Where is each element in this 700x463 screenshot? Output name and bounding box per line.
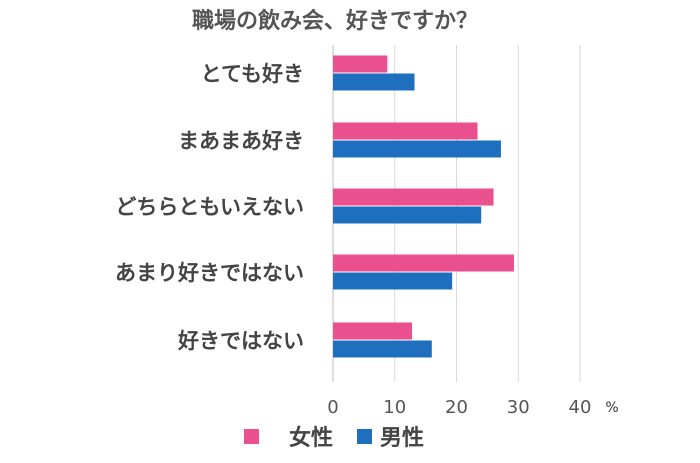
legend-swatch-female [244,429,259,444]
x-tick-label: 40 [569,397,592,418]
bar-female [333,55,388,73]
x-tick-labels: 0 10 20 30 40 [327,397,591,418]
bar-female [333,122,478,140]
x-tick-label: 0 [327,397,338,418]
legend: 女性 男性 [244,425,424,451]
legend-label-male: 男性 [380,426,424,451]
bar-female [333,322,413,340]
legend-swatch-male [357,429,372,444]
bar-male [333,140,501,158]
legend-label-female: 女性 [289,425,333,451]
x-tick-label: 20 [445,397,468,418]
category-label: どちらともいえない [115,195,304,219]
x-unit-label: % [605,400,618,416]
bar-male [333,73,415,91]
x-tick-label: 10 [383,397,406,418]
category-label: あまり好きではない [115,261,304,285]
bar-male [333,206,482,224]
x-tick-label: 30 [507,397,530,418]
category-label: まあまあ好き [178,129,304,153]
bars [333,55,514,358]
chart-title: 職場の飲み会、好きですか？ [192,8,478,34]
category-label: 好きではない [177,329,304,353]
bar-female [333,188,494,206]
bar-male [333,272,453,290]
category-label: とても好き [201,62,304,86]
bar-female [333,254,514,272]
bar-male [333,340,432,358]
